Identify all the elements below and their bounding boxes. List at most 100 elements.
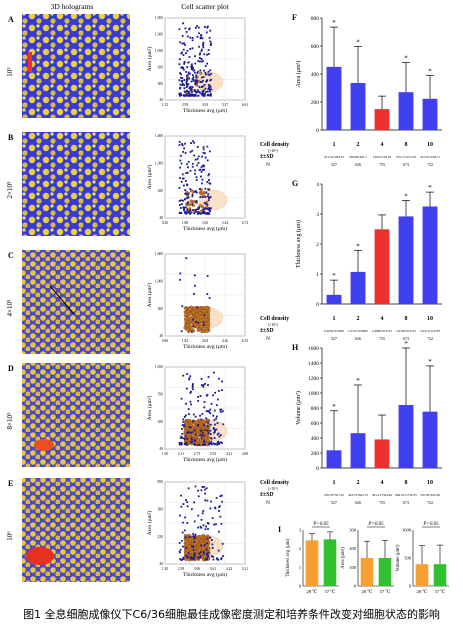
scatter-point [183,94,185,97]
n-value: 755 [379,500,385,505]
scatter-point [190,556,193,559]
scatter-point [189,169,192,172]
p-value-label: P>0.05 [422,522,439,527]
scatter-point [194,172,196,175]
scatter-point [185,31,188,33]
y-tick-label: 700 [158,393,164,397]
scatter-point [187,320,191,324]
scatter-point [193,501,195,504]
scatter-point [209,86,212,88]
scatter-point [199,414,201,417]
y-tick-label: 1,300 [155,162,163,167]
scatter-point [208,442,211,445]
y-tick-label: 40 [159,216,163,220]
y-tick-label: 850 [158,480,164,484]
scatter-point [186,193,189,196]
scatter-point [197,60,200,62]
scatter-point [215,523,217,526]
scatter-point [197,146,199,148]
scatter-point [187,91,190,93]
scatter-point [210,500,212,503]
x-tick-label: 5.21 [242,567,248,571]
scatter-point [200,34,203,37]
x-tick-label: 0.60 [162,339,168,343]
scatter-point [198,443,201,446]
scatter-point [192,94,195,97]
scatter-point [192,383,194,385]
scatter-point [216,442,219,445]
scatter-point [184,94,186,97]
scatter-point [186,77,189,80]
scatter-point [204,152,206,155]
scatter-point [193,537,196,540]
scatter-point [183,529,186,532]
scatter-point [181,203,183,205]
y-tick-label: 600 [311,421,320,427]
scatter-point [185,197,188,200]
scatter-point [194,71,196,74]
scatter-point [203,443,205,446]
bar [350,82,366,130]
scatter-point [197,211,200,213]
row-letter: D [8,364,14,373]
y-tick-label: 40 [159,447,163,451]
scatter-point [181,531,184,534]
scatter-point [185,81,188,84]
y-axis-label: Area (μm²) [146,165,153,190]
scatter-point [184,516,187,519]
scatter-point [191,47,194,50]
scatter-point [202,76,205,78]
row-C: C 4×10⁵ 0.60 1.82 3.04 4.26 6.15 40 500 1,000 1,60… [6,250,248,354]
mean-sd-label: x̄±SD [259,154,274,160]
scatter-point [204,156,207,159]
scatter-point [204,87,207,90]
scatter-point [216,422,219,425]
scatter-point [206,53,208,56]
scatter-point [205,394,208,397]
scatter-point [202,60,204,62]
scatter-point [199,395,202,397]
scatter-point [195,321,197,323]
scatter-point [196,306,199,309]
y-tick-label: 650 [158,189,164,193]
scatter-point [220,441,222,444]
scatter-point [197,556,200,559]
scatter-point [208,74,211,77]
scatter-point [197,26,200,29]
scatter-point [200,384,203,387]
scatter-point [178,200,181,202]
scatter-point [191,438,193,441]
scatter-point [183,62,186,65]
scatter-point [184,414,187,417]
density-label: 10⁵ [6,67,14,77]
scatter-point [191,86,194,88]
scatter-point [203,551,205,553]
row-letter: B [8,133,14,142]
category-label: 1 [333,316,336,322]
scatter-point [181,143,183,145]
cell-density-label: Cell density [260,480,289,486]
x-tick-label: 3.06 [194,567,200,571]
scatter-point [207,528,209,530]
scatter-point [198,57,201,59]
scatter-point [186,49,189,52]
scatter-point [193,443,196,445]
hologram-highlight [28,52,32,72]
scatter-point [180,435,183,438]
scatter-point [197,424,199,426]
scatter-point [186,431,189,434]
scatter-point [186,505,189,508]
scatter-point [212,394,214,397]
significance-mark: * [428,184,432,192]
scatter-point [182,545,184,548]
scatter-point [178,79,181,82]
scatter-point [207,70,210,73]
y-tick-label: 100 [349,565,357,570]
scatter-point [216,415,218,418]
scatter-point [192,78,195,81]
scatter-point [193,429,196,432]
y-axis-label: Area (μm²) [146,47,153,72]
scatter-point [209,44,212,46]
scatter-point [186,387,188,390]
scatter-point [207,432,210,434]
